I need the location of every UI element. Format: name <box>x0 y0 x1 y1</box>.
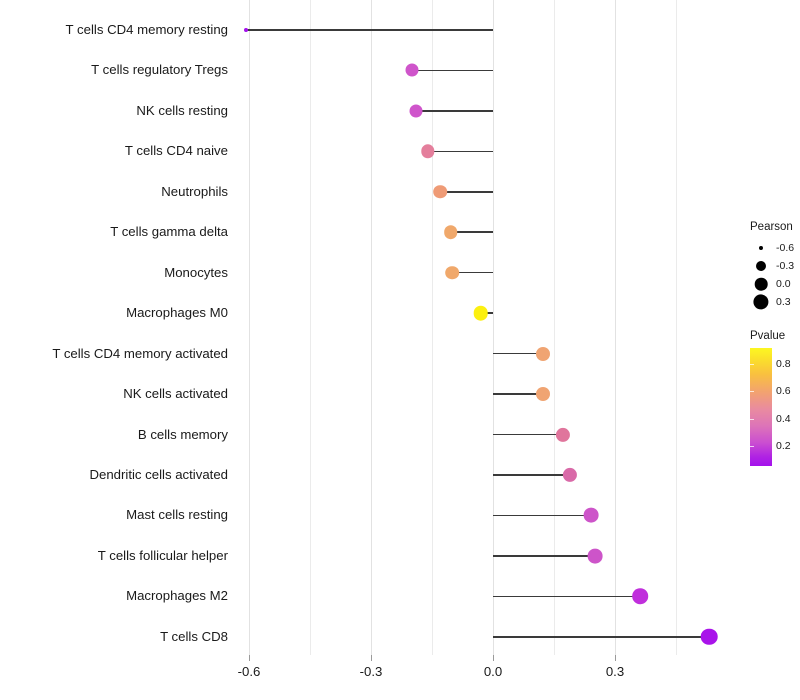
y-axis-label: Monocytes <box>164 264 228 280</box>
x-axis-tick <box>493 655 494 661</box>
gridline-minor <box>309 0 311 655</box>
y-axis-label: T cells regulatory Tregs <box>91 62 228 78</box>
data-point <box>563 467 578 483</box>
size-legend-dot-icon <box>750 257 772 275</box>
data-point <box>421 144 435 159</box>
stem-line <box>493 433 563 436</box>
stem-line <box>450 231 493 234</box>
data-point <box>555 427 571 442</box>
data-point <box>632 588 649 605</box>
size-legend-item: -0.3 <box>750 257 800 275</box>
x-axis-tick <box>615 655 616 661</box>
colorbar-tick <box>750 418 754 420</box>
data-point <box>445 265 459 280</box>
y-axis-label: B cells memory <box>137 426 228 442</box>
data-point <box>473 305 489 321</box>
x-axis-tick <box>370 655 372 661</box>
size-legend-dot-icon <box>750 275 772 293</box>
stem-line <box>493 595 641 598</box>
y-axis-label: T cells CD4 memory resting <box>65 22 228 37</box>
size-legend-item-label: 0.0 <box>776 278 791 290</box>
stem-line <box>411 69 493 72</box>
color-legend-bar: 0.8 0.6 0.4 0.2 <box>750 348 800 466</box>
size-legend-item-label: -0.3 <box>776 260 795 272</box>
data-point <box>701 628 718 646</box>
stem-line <box>427 150 493 153</box>
y-axis-label: T cells CD4 naive <box>124 143 228 159</box>
x-axis-tick-label: 0.0 <box>483 664 503 679</box>
colorbar-tick-label: 0.6 <box>776 385 791 398</box>
color-legend-title: Pvalue <box>750 330 786 342</box>
data-point <box>409 104 423 118</box>
y-axis-category-labels: T cells CD4 memory resting T cells regula… <box>0 0 228 655</box>
size-legend-title: Pearson <box>750 221 793 233</box>
x-axis: -0.6 -0.3 0.0 0.3 <box>236 655 735 700</box>
size-legend-items: -0.6 -0.3 0.0 0.3 <box>750 239 800 311</box>
x-axis-tick-label: -0.3 <box>359 664 383 679</box>
plot-panel <box>236 0 735 655</box>
x-axis-tick <box>248 655 250 661</box>
data-point <box>443 225 458 240</box>
size-legend-dot-icon <box>750 239 772 257</box>
data-point <box>243 28 248 32</box>
stem-line <box>493 635 710 638</box>
stem-line <box>493 393 544 395</box>
x-axis-tick-label: 0.3 <box>605 664 625 679</box>
gridline-minor <box>554 0 555 655</box>
y-axis-label: Dendritic cells activated <box>89 466 228 482</box>
gridline-major <box>370 0 372 655</box>
data-point <box>536 346 551 361</box>
data-point <box>433 185 447 199</box>
y-axis-label: T cells gamma delta <box>110 224 228 240</box>
y-axis-label: Macrophages M2 <box>126 588 228 604</box>
gridline-minor <box>431 0 433 655</box>
gridline-minor <box>676 0 677 655</box>
size-legend-dot-icon <box>750 293 772 311</box>
stem-line <box>493 352 544 355</box>
y-axis-label: Macrophages M0 <box>126 305 228 321</box>
y-axis-label: T cells CD4 memory activated <box>52 345 228 361</box>
size-legend-item-label: -0.6 <box>776 242 795 254</box>
size-legend-item-label: 0.3 <box>776 296 791 308</box>
stem-line <box>451 271 493 274</box>
stem-line <box>493 474 571 476</box>
data-point <box>536 387 551 402</box>
colorbar-tick-label: 0.4 <box>776 412 791 425</box>
y-axis-label: NK cells activated <box>123 386 228 402</box>
y-axis-label: T cells CD8 <box>160 628 228 644</box>
stem-line <box>245 29 493 31</box>
data-point <box>587 548 603 564</box>
legend-group: Pearson -0.6 -0.3 0.0 0.3 Pvalue 0.8 0.6 0.4 0… <box>750 220 800 466</box>
colorbar-tick <box>750 364 754 366</box>
y-axis-label: Mast cells resting <box>126 507 228 523</box>
y-axis-label: Neutrophils <box>161 183 228 199</box>
gridline-major <box>493 0 494 655</box>
colorbar-tick-label: 0.2 <box>776 439 791 452</box>
stem-line <box>493 555 596 557</box>
colorbar-tick <box>750 391 754 393</box>
stem-line <box>493 514 591 517</box>
size-legend-item: 0.0 <box>750 275 800 293</box>
data-point <box>583 507 599 523</box>
data-point <box>405 63 419 77</box>
y-axis-label: NK cells resting <box>136 102 228 118</box>
gridline-major <box>615 0 616 655</box>
gridline-major <box>248 0 250 655</box>
colorbar-gradient <box>750 348 772 466</box>
y-axis-label: T cells follicular helper <box>97 547 228 563</box>
stem-line <box>415 110 493 112</box>
x-axis-tick-label: -0.6 <box>237 664 261 679</box>
size-legend-item: -0.6 <box>750 239 800 257</box>
size-legend-item: 0.3 <box>750 293 800 311</box>
colorbar-tick <box>750 445 754 447</box>
colorbar-tick-label: 0.8 <box>776 358 791 371</box>
stem-line <box>440 191 493 193</box>
